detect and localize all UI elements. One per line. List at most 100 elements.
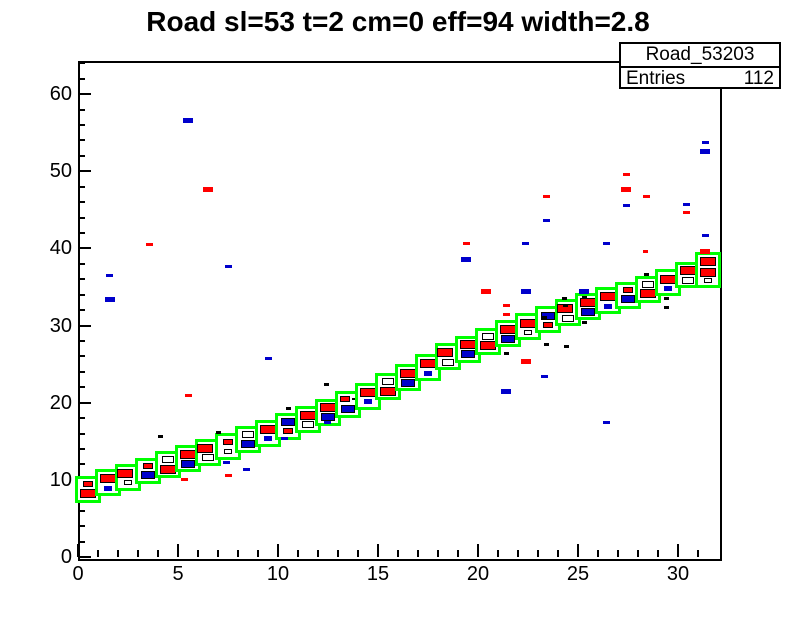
- bin-marker-red: [420, 359, 436, 369]
- outlier-box-red: [622, 172, 630, 176]
- outlier-box-red: [642, 250, 648, 254]
- bin-marker-white: [224, 448, 232, 454]
- x-axis-major-tick: [677, 544, 679, 557]
- road-cell: [695, 252, 721, 288]
- bin-marker-white: [202, 454, 214, 462]
- road-cell-marker-row: [442, 358, 454, 366]
- road-cell-marker-row: [420, 359, 436, 369]
- y-axis-tick-label: 60: [49, 83, 72, 106]
- bin-marker-white: [704, 277, 712, 283]
- outlier-box-black: [663, 297, 669, 301]
- outlier-box-blue: [264, 357, 272, 361]
- x-axis-minor-tick: [337, 550, 339, 557]
- stats-box-title: Road_53203: [621, 44, 779, 68]
- stats-box-entries-row: Entries 112: [621, 68, 779, 89]
- x-axis-tick-label: 0: [72, 563, 84, 585]
- road-cell-marker-row: [340, 396, 356, 403]
- road-cell-marker-row: [401, 378, 415, 387]
- x-axis-major-tick: [477, 544, 479, 557]
- road-cell-marker-row: [543, 321, 553, 328]
- road-cell-marker-row: [364, 399, 372, 405]
- outlier-box-blue: [682, 202, 690, 206]
- y-axis-major-tick: [78, 247, 91, 250]
- plot-title: Road sl=53 t=2 cm=0 eff=94 width=2.8: [146, 6, 650, 37]
- road-cell-marker-row: [642, 281, 654, 288]
- outlier-box-red: [462, 242, 470, 246]
- y-axis-minor-tick: [78, 154, 85, 157]
- bin-marker-red: [480, 341, 496, 351]
- road-cell-marker-row: [682, 276, 694, 284]
- bin-marker-red: [283, 428, 293, 435]
- bin-marker-white: [642, 281, 654, 288]
- outlier-box-red: [682, 211, 690, 215]
- bin-marker-red: [160, 464, 176, 474]
- road-cell-marker-row: [581, 307, 595, 316]
- x-axis-minor-tick: [697, 550, 699, 557]
- bin-marker-red: [520, 318, 536, 328]
- road-cell-marker-row: [600, 292, 616, 302]
- outlier-box-black: [581, 320, 587, 324]
- bin-marker-red: [580, 297, 596, 307]
- outlier-box-blue: [579, 289, 589, 295]
- stats-entries-value: 112: [743, 68, 774, 89]
- outlier-box-black: [215, 430, 221, 434]
- road-cell-marker-row: [621, 295, 635, 304]
- road-cell-marker-row: [700, 257, 716, 267]
- bin-marker-blue: [281, 418, 295, 427]
- plot-area: [75, 61, 721, 558]
- outlier-box-red: [184, 394, 192, 398]
- bin-marker-red: [623, 286, 633, 293]
- outlier-box-red: [203, 187, 213, 193]
- bin-marker-red: [400, 368, 416, 378]
- x-axis-minor-tick: [317, 550, 319, 557]
- road-cell-marker-row: [461, 350, 475, 359]
- outlier-box-blue: [105, 296, 115, 302]
- bin-marker-red: [143, 462, 153, 469]
- road-cell-marker-row: [160, 464, 176, 474]
- outlier-box-red: [502, 312, 510, 316]
- bin-marker-red: [360, 387, 376, 397]
- road-cell-marker-row: [500, 324, 516, 334]
- outlier-box-blue: [224, 265, 232, 269]
- bin-marker-white: [242, 430, 254, 438]
- y-axis-minor-tick: [78, 108, 85, 111]
- outlier-box-blue: [622, 203, 630, 207]
- road-cell-marker-row: [341, 404, 355, 413]
- road-cell-marker-row: [321, 413, 335, 422]
- bin-marker-blue: [621, 295, 635, 304]
- outlier-box-red: [145, 243, 153, 247]
- road-cell-marker-row: [482, 332, 494, 340]
- x-axis-minor-tick: [617, 550, 619, 557]
- bin-marker-white: [682, 276, 694, 284]
- x-axis-minor-tick: [417, 550, 419, 557]
- road-cell-marker-row: [700, 267, 716, 277]
- y-axis-minor-tick: [78, 525, 85, 528]
- road-cell-marker-row: [242, 430, 254, 438]
- x-axis-minor-tick: [437, 550, 439, 557]
- bin-marker-blue: [104, 485, 112, 491]
- x-axis-minor-tick: [517, 550, 519, 557]
- x-axis-minor-tick: [597, 550, 599, 557]
- y-axis-major-tick: [78, 401, 91, 404]
- x-axis-tick-label: 10: [266, 563, 290, 585]
- road-cell-marker-row: [223, 438, 233, 445]
- road-cell-marker-row: [162, 456, 174, 464]
- y-axis-minor-tick: [78, 355, 85, 358]
- road-cell-marker-row: [320, 403, 336, 413]
- road-cell-marker-row: [562, 314, 574, 322]
- bin-marker-red: [700, 257, 716, 267]
- y-axis-minor-tick: [78, 139, 85, 142]
- x-axis-minor-tick: [657, 550, 659, 557]
- y-axis-minor-tick: [78, 432, 85, 435]
- road-cell-marker-row: [623, 286, 633, 293]
- bin-marker-blue: [401, 378, 415, 387]
- y-axis-minor-tick: [78, 340, 85, 342]
- outlier-box-blue: [540, 374, 548, 378]
- x-axis-minor-tick: [497, 550, 499, 557]
- outlier-box-red: [700, 249, 710, 255]
- road-cell-marker-row: [680, 266, 696, 276]
- bin-marker-blue: [241, 439, 255, 448]
- bin-marker-blue: [141, 471, 155, 480]
- x-axis-minor-tick: [397, 550, 399, 557]
- x-axis-minor-tick: [457, 550, 459, 557]
